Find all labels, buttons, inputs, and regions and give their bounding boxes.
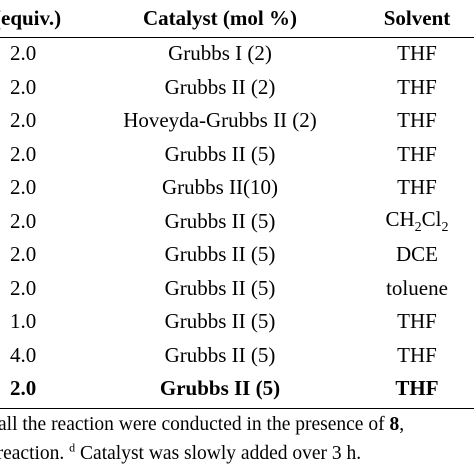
cell-solvent: THF xyxy=(397,74,437,99)
footnote-punctuation: , xyxy=(399,414,405,435)
cell-catalyst: Grubbs II (5) xyxy=(164,275,276,300)
column-header-catalyst: Catalyst (mol %) xyxy=(143,6,297,30)
table-row: 2.0 Grubbs II(10) THF xyxy=(0,171,474,205)
cell-catalyst: Grubbs II (5) xyxy=(164,309,276,334)
cell-equiv: 2.0 xyxy=(10,208,37,233)
table-row: 2.0 Grubbs II (5) toluene xyxy=(0,272,474,306)
cell-solvent: THF xyxy=(397,41,437,66)
footnote-line-2: o reaction. d Catalyst was slowly added … xyxy=(0,439,456,468)
table-row: 2.0 Grubbs II (5) CH2Cl2 xyxy=(0,205,474,239)
footnotes: all the reaction were conducted in the p… xyxy=(0,410,474,468)
table-row: 2.0 Grubbs I (2) THF xyxy=(0,37,474,71)
data-table: (equiv.) Catalyst (mol %) Solvent 2.0 Gru… xyxy=(0,0,474,406)
cell-catalyst: Grubbs II (2) xyxy=(164,74,276,99)
table-body: 2.0 Grubbs I (2) THF 2.0 Grubbs II (2) THF 2.0… xyxy=(0,37,474,406)
table-row: 2.0 Hoveyda-Grubbs II (2) THF xyxy=(0,104,474,138)
cell-equiv: 2.0 xyxy=(10,108,37,133)
cell-equiv: 1.0 xyxy=(10,309,37,334)
cell-equiv: 2.0 xyxy=(10,242,37,267)
cell-solvent: THF xyxy=(397,175,437,200)
cell-solvent: DCE xyxy=(396,242,438,267)
cell-catalyst: Grubbs II(10) xyxy=(161,175,279,200)
column-header-equiv: (equiv.) xyxy=(0,6,62,30)
cell-catalyst: Grubbs II (5) xyxy=(159,376,281,401)
table-row: 2.0 Grubbs II (5) THF xyxy=(0,138,474,172)
cell-equiv: 2.0 xyxy=(10,275,37,300)
footnote-text: o reaction. xyxy=(0,443,65,464)
cell-equiv: 2.0 xyxy=(10,74,37,99)
cell-solvent: THF xyxy=(397,309,437,334)
cell-equiv: 4.0 xyxy=(10,342,37,367)
column-header-solvent: Solvent xyxy=(383,6,451,30)
cell-catalyst: Grubbs II (5) xyxy=(164,342,276,367)
table-row: 2.0 Grubbs II (2) THF xyxy=(0,71,474,105)
header-rule xyxy=(0,37,474,38)
cell-catalyst: Grubbs I (2) xyxy=(168,41,272,66)
cell-solvent: THF xyxy=(397,342,437,367)
compound-reference: 8 xyxy=(389,414,400,435)
table-bottom-rule xyxy=(0,408,474,409)
footnote-line-1: all the reaction were conducted in the p… xyxy=(0,410,472,439)
formula-part: CH xyxy=(385,206,415,231)
footnote-marker: d xyxy=(69,440,76,455)
cell-solvent: THF xyxy=(397,141,437,166)
table-row: 2.0 Grubbs II (5) DCE xyxy=(0,238,474,272)
cell-solvent: THF xyxy=(397,108,437,133)
cell-equiv: 2.0 xyxy=(10,141,37,166)
table-row: 1.0 Grubbs II (5) THF xyxy=(0,305,474,339)
cell-solvent: CH2Cl2 xyxy=(360,205,474,239)
cell-equiv: 2.0 xyxy=(10,376,37,401)
cell-catalyst: Grubbs II (5) xyxy=(164,242,276,267)
formula-subscript: 2 xyxy=(414,219,422,235)
cell-equiv: 2.0 xyxy=(10,41,37,66)
footnote-text: all the reaction were conducted in the p… xyxy=(0,414,390,435)
footnote-text: Catalyst was slowly added over 3 h. xyxy=(75,443,362,464)
cell-solvent: toluene xyxy=(386,275,448,300)
cell-catalyst: Grubbs II (5) xyxy=(164,208,276,233)
formula-subscript: 2 xyxy=(441,219,449,235)
formula-part: Cl xyxy=(421,206,442,231)
table-row: 4.0 Grubbs II (5) THF xyxy=(0,339,474,373)
table-header-row: (equiv.) Catalyst (mol %) Solvent xyxy=(0,0,474,37)
cell-catalyst: Grubbs II (5) xyxy=(164,141,276,166)
cell-catalyst: Hoveyda-Grubbs II (2) xyxy=(123,108,317,133)
table-row: 2.0 Grubbs II (5) THF xyxy=(0,372,474,406)
cell-solvent: THF xyxy=(395,376,439,401)
cell-equiv: 2.0 xyxy=(10,175,37,200)
